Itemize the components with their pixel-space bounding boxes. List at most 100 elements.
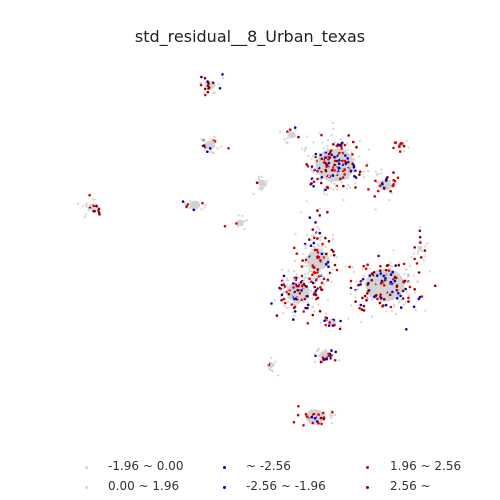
residual-point [316,209,319,212]
residual-point [380,187,383,190]
residual-point [314,353,317,356]
residual-point [394,282,397,285]
residual-point [326,139,329,142]
residual-point [297,284,300,288]
residual-point [308,270,311,273]
residual-point [370,278,374,282]
residual-point [362,304,366,308]
residual-point [252,193,255,196]
residual-point [319,238,322,242]
residual-point [300,289,303,292]
residual-point [389,264,392,267]
legend-marker-0 [85,466,88,469]
residual-point [357,283,360,287]
residual-point [318,259,322,262]
residual-point [280,293,284,297]
residual-point [361,268,364,271]
residual-point [303,273,307,276]
residual-point [236,224,239,228]
residual-point [388,267,391,270]
residual-point [87,209,90,212]
residual-point [241,220,244,223]
residual-point [329,149,333,152]
residual-point [285,279,289,282]
residual-point [347,134,351,137]
residual-point [370,315,374,318]
residual-point [300,292,303,295]
residual-point [310,165,314,168]
residual-point [337,162,341,165]
residual-point [384,188,387,191]
residual-point [420,249,423,252]
residual-point [333,323,336,327]
residual-point [346,157,350,160]
residual-point [294,129,297,132]
cluster-dallas-fort-worth [301,121,370,202]
legend-marker-5 [366,486,369,489]
residual-point [212,140,215,143]
residual-point [320,235,323,238]
residual-point [391,280,395,283]
residual-point [319,178,322,181]
residual-point [309,413,312,417]
residual-point [306,417,309,420]
residual-point [293,284,296,287]
residual-point [307,155,310,158]
residual-point [331,321,335,325]
residual-point [310,248,313,251]
residual-point [364,282,367,285]
residual-point [181,200,185,203]
residual-point [320,176,324,179]
residual-point [291,282,295,285]
residual-point [313,416,317,420]
residual-point [200,75,203,79]
residual-point [85,205,88,208]
residual-point [308,410,311,413]
residual-point [330,134,333,137]
residual-point [313,236,316,240]
residual-point [317,422,320,425]
residual-point [261,187,264,190]
residual-point [354,182,357,185]
residual-point [304,261,307,264]
residual-point [298,413,301,417]
residual-point [366,283,370,286]
residual-point [340,163,343,166]
residual-point [268,367,271,370]
residual-point [330,165,333,168]
residual-point [328,321,331,324]
residual-point [310,253,313,256]
residual-point [298,287,301,290]
residual-point [379,296,383,300]
residual-point [285,283,288,287]
residual-point [217,82,220,85]
residual-point [203,139,206,143]
residual-point [296,288,299,292]
residual-point [311,264,315,267]
residual-point [362,170,365,173]
residual-point [344,149,347,152]
residual-point [386,276,389,279]
residual-point [374,179,377,183]
cluster-rio-grande-valley [292,405,337,427]
residual-point [306,306,309,310]
residual-point [382,284,386,287]
residual-point-map [76,73,437,427]
residual-point [420,295,424,298]
residual-point [282,283,286,286]
residual-point [325,185,329,189]
residual-point [306,288,309,291]
residual-point [390,192,394,195]
residual-point [326,145,329,148]
residual-point [312,278,315,281]
residual-point [324,188,327,192]
residual-point [83,216,86,219]
residual-point [195,202,198,205]
residual-point [325,158,328,161]
residual-point [209,147,212,150]
residual-point [320,245,323,248]
cluster-lubbock-area [200,135,230,155]
residual-point [394,273,397,276]
residual-point [339,171,342,174]
residual-point [272,363,275,366]
